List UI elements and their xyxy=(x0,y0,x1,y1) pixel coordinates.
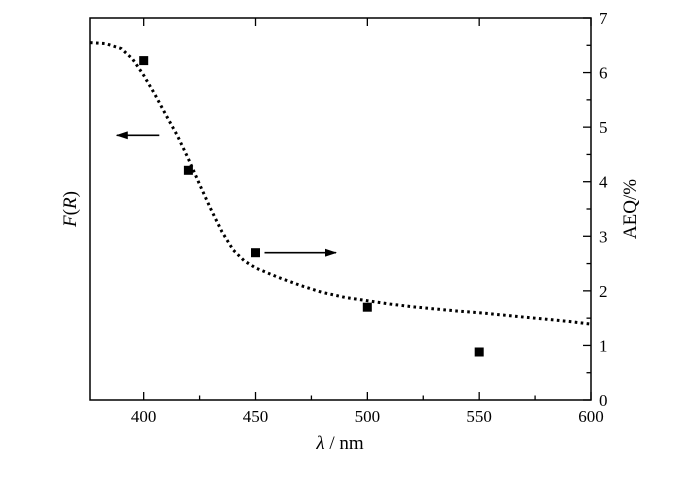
x-axis-unit: / nm xyxy=(325,433,364,454)
aeq-point xyxy=(251,248,260,258)
arrow-layer xyxy=(115,131,337,257)
x-axis-ticks: 400 450 500 550 600 xyxy=(131,18,604,426)
f-r-dotted-curve xyxy=(89,41,592,326)
x-tick-label: 500 xyxy=(355,407,381,426)
left-y-axis-var-r: R xyxy=(60,197,81,210)
left-y-axis-paren-open: ( xyxy=(60,209,81,215)
f-r-curve-layer xyxy=(89,41,592,326)
x-tick-label: 450 xyxy=(243,407,269,426)
aeq-point xyxy=(139,56,149,66)
y-right-tick-label: 5 xyxy=(599,118,608,137)
right-y-axis-title: AEQ/% xyxy=(620,179,641,239)
y-right-tick-label: 7 xyxy=(599,9,608,28)
plot-frame xyxy=(89,17,592,401)
y-right-tick-label: 2 xyxy=(599,282,608,301)
x-tick-label: 600 xyxy=(578,407,604,426)
aeq-point xyxy=(183,165,193,175)
y-right-tick-label: 6 xyxy=(599,64,608,83)
y-right-tick-label: 0 xyxy=(599,391,608,410)
x-axis-symbol: λ xyxy=(315,433,324,454)
x-tick-label: 550 xyxy=(466,407,492,426)
y-right-tick-label: 3 xyxy=(599,227,608,246)
x-tick-label: 400 xyxy=(131,407,157,426)
left-y-axis-title: F(R) xyxy=(60,191,81,228)
aeq-point xyxy=(474,347,484,357)
left-y-axis-paren-close: ) xyxy=(60,191,81,197)
left-y-axis-var-f: F xyxy=(60,215,81,228)
y-right-tick-label: 1 xyxy=(599,336,608,355)
aeq-marker-layer xyxy=(139,56,484,357)
aeq-point xyxy=(362,302,372,312)
x-axis-title: λ / nm xyxy=(315,433,364,454)
y-right-tick-label: 4 xyxy=(599,173,608,192)
right-y-axis-ticks: 0 1 2 3 4 5 6 7 xyxy=(583,9,608,410)
